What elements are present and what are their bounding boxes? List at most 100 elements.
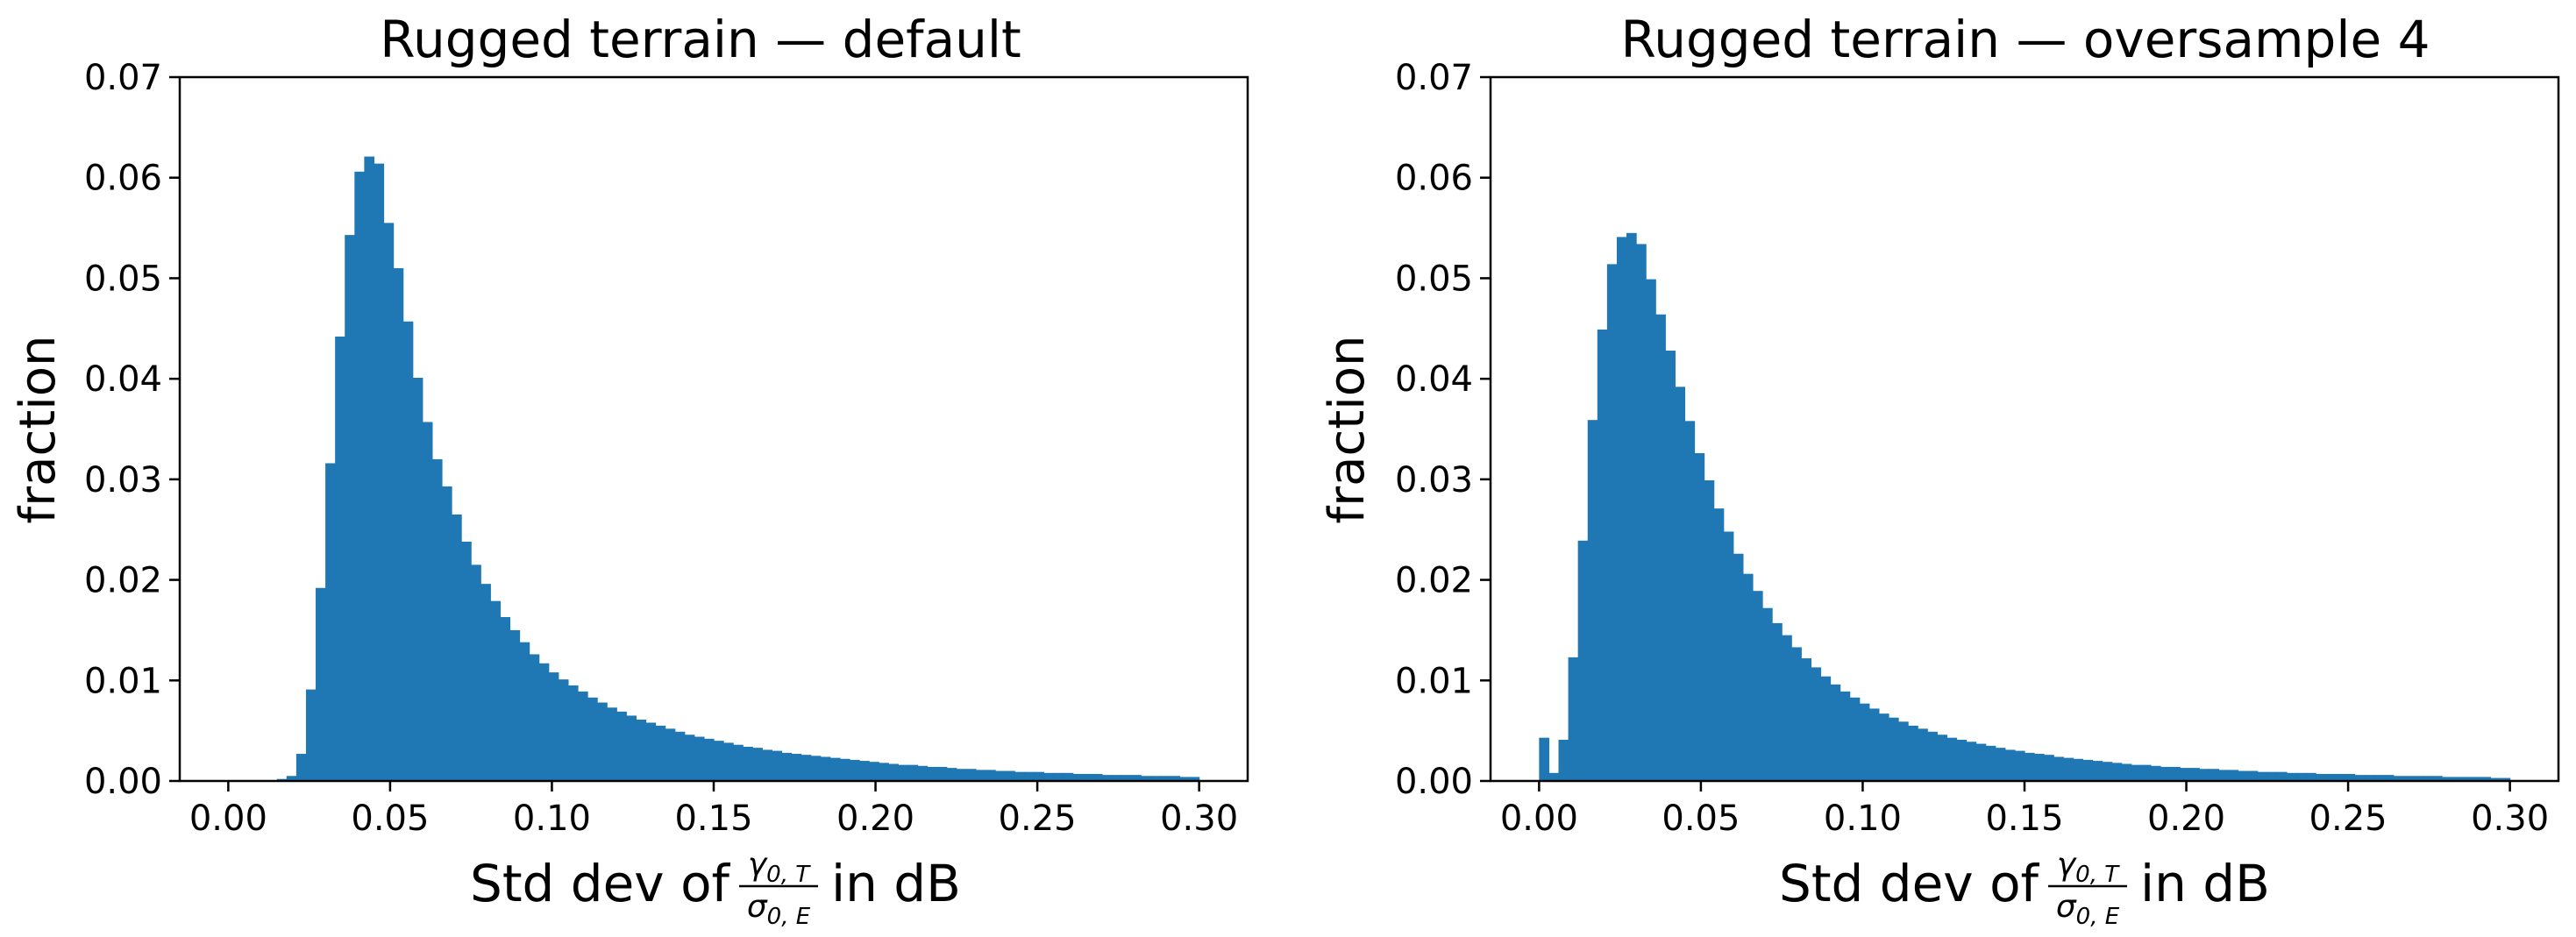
y-tick-label: 0.05: [84, 259, 162, 299]
bars: [276, 156, 1200, 782]
histogram-bar: [1043, 772, 1055, 781]
histogram-bar: [1830, 684, 1841, 781]
panel-title: Rugged terrain — default: [380, 10, 1021, 69]
x-tick-label: 0.05: [1662, 799, 1740, 839]
histogram-bar: [2004, 749, 2016, 781]
x-axis-label-prefix: Std dev of: [470, 854, 731, 913]
histogram-bar: [1946, 737, 1958, 781]
histogram-bar: [1577, 540, 1589, 781]
histogram-bar: [2257, 771, 2268, 781]
histogram-bar: [2073, 758, 2084, 781]
histogram-bar: [1878, 713, 1889, 781]
histogram-bar: [2014, 750, 2025, 781]
histogram-bar: [665, 728, 676, 781]
histogram-bar: [1189, 777, 1200, 781]
y-tick-label: 0.07: [84, 58, 162, 98]
histogram-bar: [2296, 772, 2307, 781]
histogram-bar: [500, 617, 511, 781]
histogram-bar: [1811, 667, 1822, 781]
histogram-bar: [1063, 772, 1074, 781]
x-axis-label-numerator: γ0, T: [2057, 847, 2120, 888]
histogram-bar: [1005, 770, 1015, 781]
histogram-bar: [2422, 776, 2433, 781]
histogram-bar: [703, 738, 715, 781]
histogram-bar: [2373, 775, 2385, 781]
x-tick-label: 0.30: [2471, 799, 2549, 839]
histogram-bar: [1616, 237, 1627, 781]
histogram-bar: [859, 761, 870, 781]
histogram-bar: [1597, 329, 1608, 781]
y-axis-label: fraction: [1319, 335, 1376, 523]
x-tick-label: 0.15: [1985, 799, 2063, 839]
histogram-bar: [2160, 766, 2171, 781]
histogram-bar: [1868, 708, 1880, 781]
y-tick-label: 0.05: [1395, 259, 1473, 299]
histogram-bar: [431, 458, 443, 781]
histogram-bar: [1898, 721, 1909, 781]
histogram-bar: [538, 663, 550, 781]
histogram-bar: [2218, 770, 2230, 781]
x-axis-ticks: 0.00 0.05 0.10 0.15 0.20 0.25 0.30: [1500, 781, 2549, 839]
histogram-bar: [354, 171, 365, 781]
histogram-bar: [694, 736, 705, 781]
histogram-bar: [2063, 757, 2074, 781]
histogram-bar: [1034, 771, 1045, 781]
histogram-bar: [316, 587, 326, 781]
histogram-bar: [1024, 771, 1035, 781]
y-tick-label: 0.03: [1395, 460, 1473, 500]
bars: [1539, 232, 2511, 782]
histogram-bar: [2111, 763, 2123, 781]
histogram-bar: [335, 336, 345, 781]
panel-default: Rugged terrain — default 0.000.010.020.0…: [10, 10, 1249, 930]
histogram-bar: [2247, 770, 2259, 781]
histogram-bar: [1636, 244, 1647, 781]
histogram-bar: [791, 754, 802, 781]
histogram-bar: [2276, 771, 2288, 781]
histogram-bar: [1752, 591, 1763, 781]
histogram-bar: [1606, 264, 1618, 781]
histogram-bar: [2471, 777, 2482, 781]
histogram-bar: [2092, 761, 2103, 781]
histogram-bar: [1121, 775, 1132, 781]
x-axis-label: Std dev of γ0, T σ0, E in dB: [1779, 847, 2270, 930]
histogram-bar: [801, 755, 812, 781]
y-axis-ticks: 0.00 0.01 0.02 0.03 0.04 0.05 0.06 0.07: [84, 58, 180, 802]
histogram-bar: [1985, 745, 1996, 781]
histogram-bar: [1684, 421, 1696, 781]
histogram-bar: [441, 486, 452, 781]
histogram-bar: [626, 715, 637, 781]
histogram-bar: [393, 267, 404, 782]
histogram-bar: [986, 770, 996, 781]
y-tick-label: 0.01: [1395, 661, 1473, 701]
histogram-bar: [946, 768, 957, 781]
histogram-bar: [1092, 773, 1103, 781]
histogram-bar: [558, 679, 569, 781]
histogram-bar: [1956, 739, 1968, 781]
histogram-bar: [1782, 635, 1792, 781]
x-tick-label: 0.15: [674, 799, 752, 839]
y-tick-label: 0.06: [84, 159, 162, 199]
histogram-bar: [1072, 773, 1084, 781]
histogram-bar: [2034, 754, 2045, 781]
histogram-bar: [1733, 553, 1744, 781]
histogram-bar: [509, 629, 521, 781]
histogram-bar: [1772, 622, 1783, 781]
panel-title: Rugged terrain — oversample 4: [1621, 10, 2430, 69]
y-tick-label: 0.00: [84, 762, 162, 802]
histogram-bar: [1694, 453, 1705, 781]
histogram-bar: [587, 697, 598, 781]
histogram-bar: [1101, 775, 1113, 781]
histogram-bar: [850, 759, 860, 781]
x-tick-label: 0.20: [836, 799, 914, 839]
histogram-bar: [1820, 676, 1832, 781]
histogram-bar: [1665, 351, 1676, 781]
histogram-bar: [519, 642, 530, 781]
histogram-bar: [364, 156, 375, 781]
histogram-bar: [1742, 573, 1754, 781]
histogram-bar: [752, 748, 763, 781]
x-tick-label: 0.05: [351, 799, 429, 839]
histogram-bar: [577, 691, 588, 781]
histogram-bar: [461, 541, 472, 781]
histogram-bar: [927, 766, 938, 781]
x-axis-ticks: 0.00 0.05 0.10 0.15 0.20 0.25 0.30: [189, 781, 1238, 839]
